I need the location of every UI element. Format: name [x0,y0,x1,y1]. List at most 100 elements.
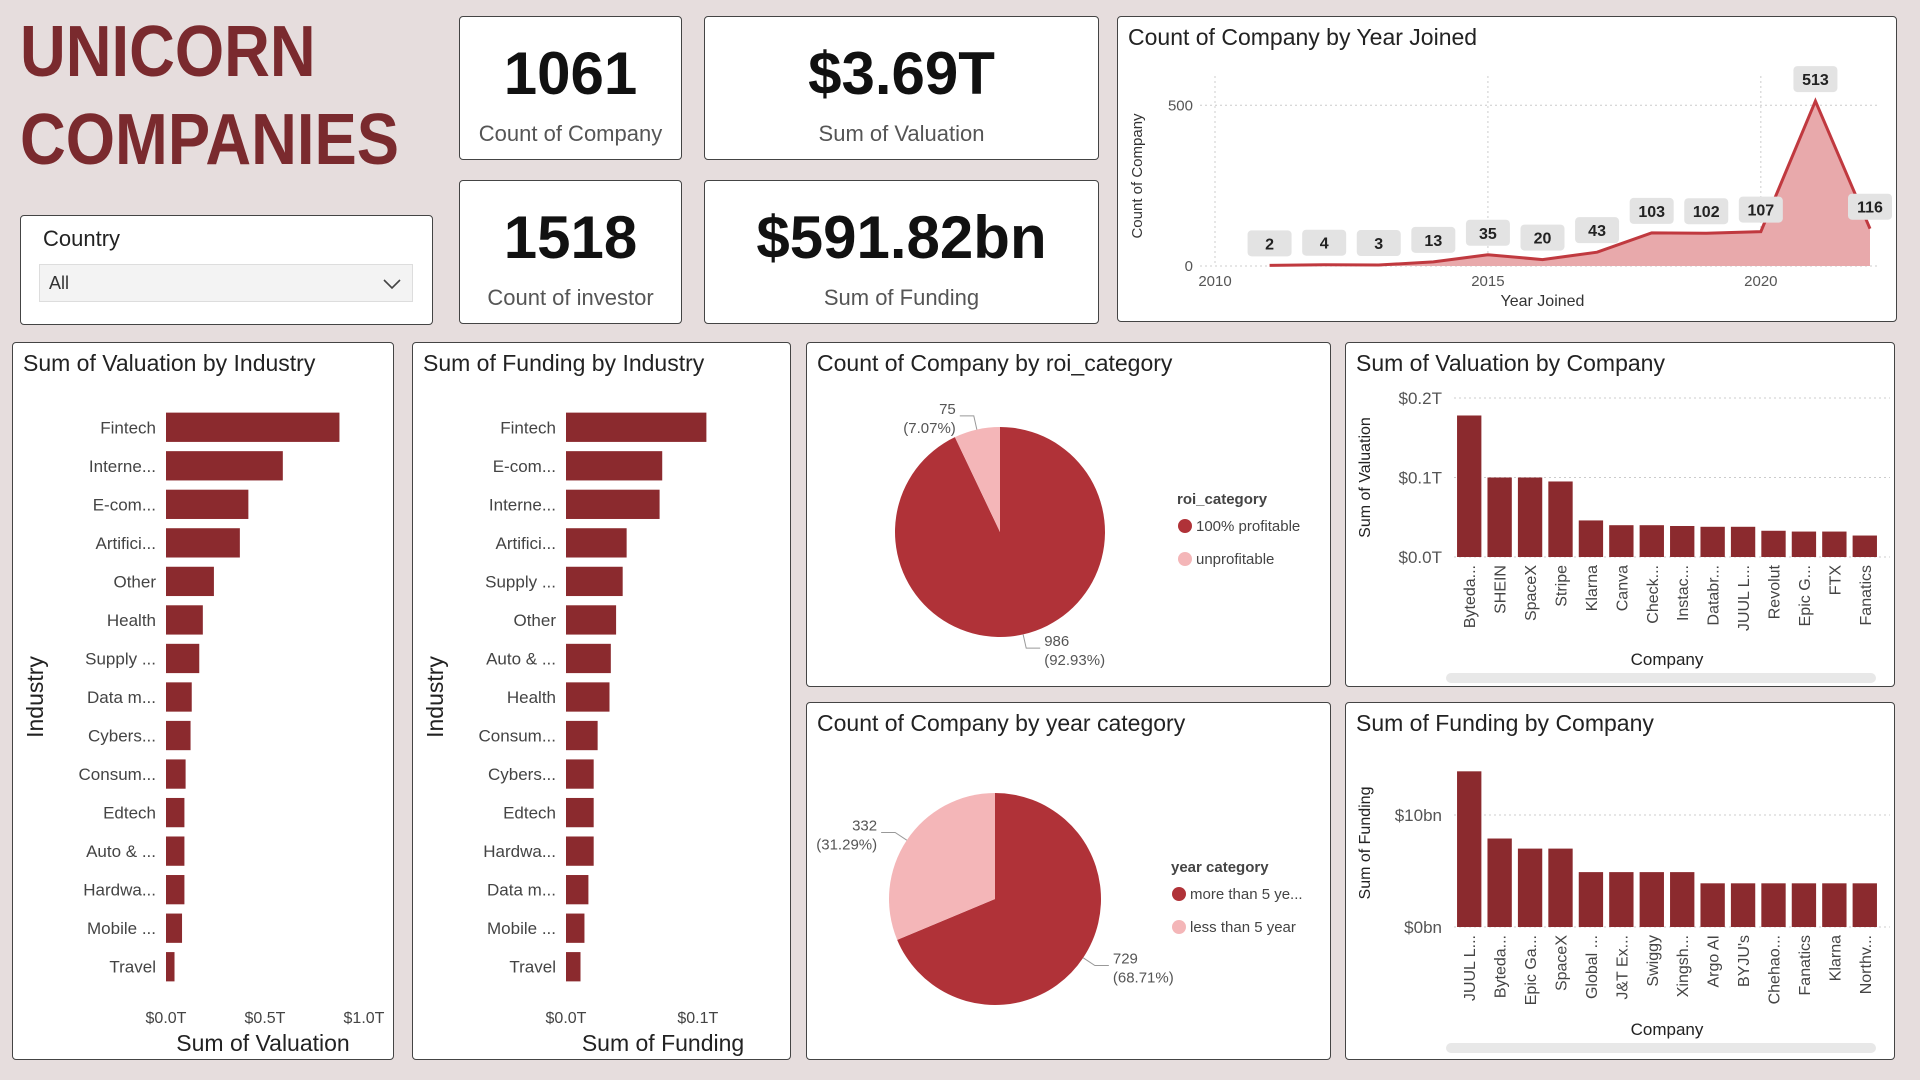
y-tick-label: $10bn [1395,806,1442,825]
bar [566,720,598,751]
kpi-value: $591.82bn [756,204,1047,271]
bar [166,489,249,519]
chart-title: Sum of Valuation by Company [1356,350,1665,376]
chart-panel: Count of Company by Year Joined 0 500 2010 2… [1117,16,1897,322]
y-tick-label: Artifici... [496,534,556,553]
chart-title: Sum of Valuation by Industry [23,350,316,376]
bar [566,451,663,481]
data-label: 513 [1802,72,1829,89]
data-label: 75 [939,401,956,418]
x-tick-label: Epic G... [1797,565,1814,626]
bar [166,836,185,866]
data-label-box [1356,230,1401,257]
x-tick-label: FTX [1827,565,1844,596]
legend-label: 100% profitable [1196,518,1300,535]
data-label: 13 [1424,233,1442,250]
bar [566,875,589,905]
pie-slice [897,793,1101,1005]
slicer-dropdown[interactable]: All [39,264,413,302]
bar [566,528,627,558]
leader-line [1082,957,1109,967]
bar [166,720,191,751]
bar [566,605,617,635]
chart-panel: Sum of Funding by Company $0bn $10bn JUUL L… [1345,702,1895,1060]
x-tick-label: Fanatics [1797,935,1814,995]
legend-label: more than 5 ye... [1190,886,1303,903]
kpi-card: 1518 Count of investor [459,180,682,324]
y-tick-label: E-com... [493,457,556,476]
bar [566,913,585,943]
y-tick-label: Consum... [479,727,556,746]
x-tick-label: 2020 [1744,273,1777,290]
x-tick-label: JUUL L... [1462,935,1479,1001]
bar [1791,531,1817,557]
x-axis-title: Sum of Valuation [176,1030,349,1056]
y-tick-label: Supply ... [85,649,156,668]
y-tick-label: Consum... [79,765,156,784]
y-tick-label: $0.0T [1399,548,1442,567]
leader-line [1022,634,1041,649]
bar [166,412,340,442]
bar [566,643,611,674]
x-tick-label: Instac... [1675,565,1692,621]
chart-title: Sum of Funding by Company [1356,710,1654,736]
bar [566,797,594,828]
chart-panel: Count of Company by year category 729 (68.… [806,702,1331,1060]
x-tick-label: $0.0T [546,1010,587,1027]
kpi-card: $591.82bn Sum of Funding [704,180,1099,324]
bar [166,913,183,943]
scrollbar [1446,673,1876,683]
x-tick-label: SHEIN [1493,565,1510,614]
y-tick-label: Health [507,688,556,707]
legend-label: less than 5 year [1190,919,1296,936]
y-axis-title: Sum of Valuation [1357,417,1374,538]
data-label-box [1793,66,1838,93]
chart: Count of Company by roi_category 986 (92.9… [817,350,1300,669]
chart-panel: Count of Company by roi_category 986 (92.9… [806,342,1331,687]
data-label-box [1629,197,1674,224]
y-axis-title: Industry [422,656,448,738]
data-label-box [1738,196,1783,223]
bar [1730,883,1756,927]
y-tick-label: Artifici... [96,534,156,553]
y-tick-label: Edtech [103,804,156,823]
bar [166,952,175,982]
legend-marker [1172,887,1186,901]
kpi-value: 1061 [503,40,638,107]
y-tick-label: Mobile ... [87,919,156,938]
bar [1639,872,1664,927]
x-axis-title: Year Joined [1501,293,1585,310]
pie-slice [889,793,995,940]
y-tick-label: Travel [509,958,556,977]
kpi-card: 1061 Count of Company [459,16,682,160]
data-label-box [1520,224,1565,251]
bar [166,528,240,558]
legend-marker [1172,920,1186,934]
chart: Sum of Funding by Company $0bn $10bn JUUL L… [1356,710,1890,1053]
y-tick-label: Data m... [87,688,156,707]
data-label: 3 [1374,236,1383,253]
data-label: 332 [852,817,877,834]
legend-label: unprofitable [1196,551,1274,568]
y-tick-label: Cybers... [488,765,556,784]
y-axis-title: Industry [22,656,48,738]
y-tick-label: Fintech [100,418,156,437]
kpi-value: $3.69T [808,40,995,107]
x-tick-label: Xingsh... [1675,935,1692,997]
x-tick-label: 2010 [1198,273,1231,290]
y-tick-label: $0.1T [1399,469,1442,488]
x-axis-title: Company [1631,650,1704,669]
bar [1487,838,1512,927]
x-tick-label: J&T Ex... [1614,935,1631,1000]
y-tick-label: Cybers... [88,727,156,746]
x-axis-title: Sum of Funding [582,1030,744,1056]
dropdown-chevron [383,279,401,290]
bar [1457,415,1482,557]
data-label: 4 [1320,236,1329,253]
kpi-label: Sum of Valuation [818,121,985,146]
y-tick-label: $0bn [1404,918,1442,937]
kpi-card: $3.69T Sum of Valuation [704,16,1099,160]
x-tick-label: Northv... [1858,935,1875,994]
y-tick-label: Auto & ... [486,649,556,668]
